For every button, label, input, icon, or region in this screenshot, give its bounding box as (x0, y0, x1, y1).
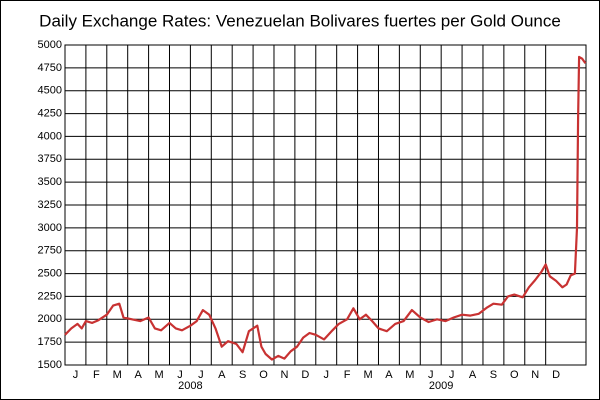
x-tick-label: F (344, 369, 351, 381)
y-tick-label: 3500 (38, 176, 62, 188)
x-tick-label: M (405, 369, 414, 381)
y-tick-label: 2250 (38, 290, 62, 302)
y-tick-label: 4750 (38, 62, 62, 74)
y-tick-label: 4000 (38, 130, 62, 142)
y-tick-label: 5000 (38, 39, 62, 51)
chart-title: Daily Exchange Rates: Venezuelan Bolivar… (39, 11, 561, 30)
x-tick-label: J (198, 369, 204, 381)
y-tick-label: 1500 (38, 359, 62, 371)
x-tick-label: A (469, 369, 477, 381)
x-tick-label: J (323, 369, 329, 381)
y-tick-label: 4500 (38, 85, 62, 97)
x-tick-label: A (134, 369, 142, 381)
y-tick-label: 3750 (38, 153, 62, 165)
x-tick-label: J (177, 369, 183, 381)
x-tick-label: S (239, 369, 246, 381)
x-tick-label: A (218, 369, 226, 381)
y-tick-label: 2000 (38, 313, 62, 325)
y-tick-label: 2500 (38, 267, 62, 279)
year-label: 2009 (429, 380, 453, 392)
x-tick-label: D (552, 369, 560, 381)
x-tick-label: J (449, 369, 455, 381)
x-tick-label: D (301, 369, 309, 381)
y-tick-label: 2750 (38, 245, 62, 257)
y-tick-label: 3000 (38, 222, 62, 234)
x-tick-label: J (73, 369, 79, 381)
x-tick-label: O (510, 369, 519, 381)
line (64, 55, 587, 361)
y-tick-label: 3250 (38, 199, 62, 211)
y-tick-label: 4250 (38, 107, 62, 119)
x-tick-label: J (428, 369, 434, 381)
x-tick-label: S (490, 369, 497, 381)
x-tick-label: M (363, 369, 372, 381)
x-tick-label: N (280, 369, 288, 381)
x-tick-label: F (93, 369, 100, 381)
x-tick-label: O (259, 369, 268, 381)
x-tick-label: A (385, 369, 393, 381)
x-tick-label: M (113, 369, 122, 381)
y-tick-label: 1750 (38, 336, 62, 348)
x-tick-label: N (531, 369, 539, 381)
year-label: 2008 (178, 380, 202, 392)
x-tick-label: M (154, 369, 163, 381)
